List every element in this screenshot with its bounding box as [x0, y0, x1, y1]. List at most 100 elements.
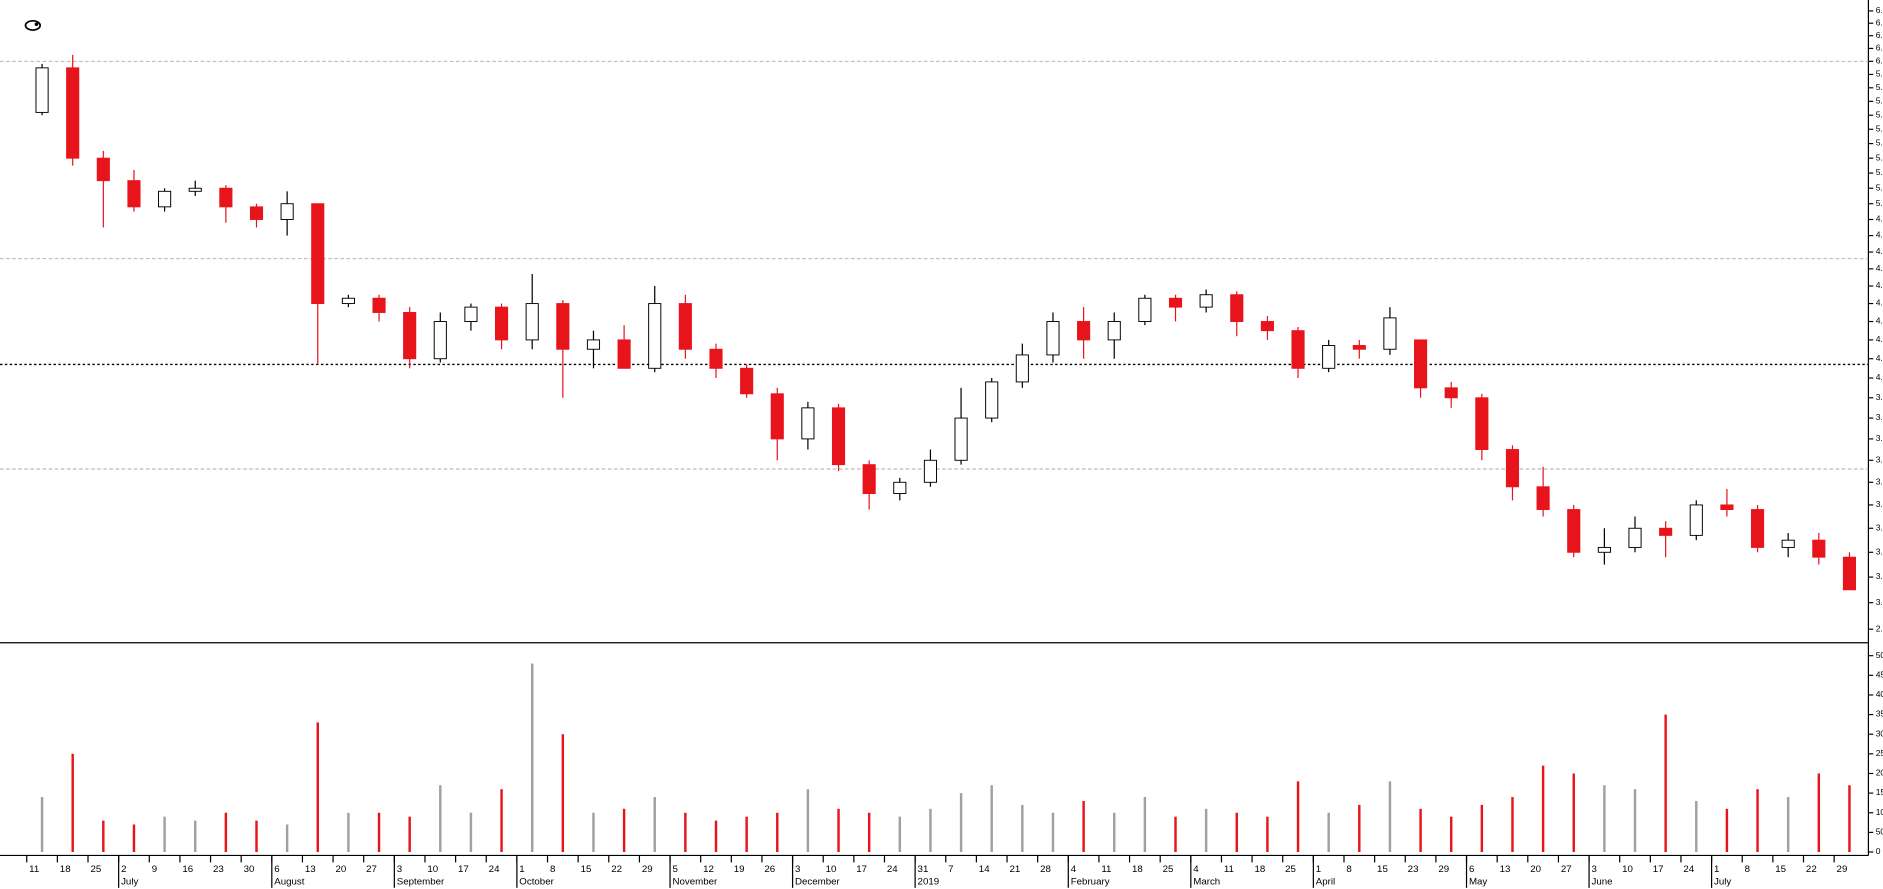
- volume-bar: [959, 793, 963, 853]
- y-tick-label: 5.2: [1876, 167, 1883, 177]
- volume-tick-label: 40000: [1876, 689, 1883, 699]
- volume-bar: [776, 812, 779, 853]
- x-tick-label: 5: [672, 864, 677, 875]
- y-tick-label: 6.1: [1876, 43, 1883, 53]
- volume-bar: [929, 808, 932, 853]
- candle-body: [648, 303, 662, 369]
- volume-bar: [255, 820, 258, 853]
- x-tick-label: 13: [305, 864, 316, 875]
- candle-body: [954, 417, 968, 461]
- x-tick-label: 24: [1683, 864, 1694, 875]
- x-tick-label: 3: [795, 864, 800, 875]
- candle-body: [280, 203, 294, 220]
- volume-bar: [684, 812, 687, 853]
- candle-body: [617, 339, 631, 369]
- y-tick-label: 4.6: [1876, 263, 1883, 273]
- month-label: 2019: [918, 877, 940, 888]
- candle-body: [1168, 297, 1183, 308]
- volume-tick-label: 25000: [1876, 748, 1883, 758]
- x-tick-label: 26: [764, 864, 775, 875]
- y-tick-label: 4.5: [1876, 280, 1883, 290]
- volume-tick-label: 20000: [1876, 768, 1883, 778]
- x-tick-label: 6: [274, 864, 279, 875]
- volume-bar: [1266, 816, 1269, 853]
- volume-bar: [561, 734, 565, 853]
- x-tick-label: 20: [336, 864, 347, 875]
- x-tick-label: 9: [152, 864, 157, 875]
- month-label: April: [1316, 877, 1335, 888]
- x-tick-label: 24: [887, 864, 898, 875]
- y-tick-label: 5.8: [1876, 82, 1883, 92]
- volume-bar: [714, 820, 718, 853]
- candle-body: [1046, 321, 1060, 356]
- x-tick-label: 11: [1224, 864, 1234, 875]
- x-tick-label: 17: [458, 864, 469, 875]
- volume-bar: [1327, 812, 1330, 853]
- candle-body: [770, 393, 784, 440]
- x-tick-label: 3: [397, 864, 402, 875]
- volume-tick-label: 15000: [1876, 787, 1883, 797]
- volume-bar: [224, 812, 228, 853]
- y-tick-label: 4.2: [1876, 334, 1883, 344]
- x-tick-label: 18: [1255, 864, 1266, 875]
- candle-body: [1352, 345, 1366, 350]
- volume-bar: [867, 812, 871, 853]
- x-tick-label: 8: [1346, 864, 1351, 875]
- volume-bar: [316, 722, 319, 853]
- x-tick-label: 8: [1745, 864, 1750, 875]
- x-tick-label: 4: [1193, 864, 1198, 875]
- month-label: September: [397, 877, 444, 888]
- volume-bar: [347, 812, 350, 853]
- y-tick-label: 3.4: [1876, 499, 1883, 509]
- candle-body: [1628, 527, 1642, 548]
- x-tick-label: 10: [427, 864, 438, 875]
- candle-body: [709, 348, 723, 369]
- y-tick-label: 3.0: [1876, 597, 1883, 607]
- x-tick-label: 11: [1101, 864, 1111, 875]
- volume-bar: [469, 812, 473, 853]
- month-label: June: [1591, 877, 1612, 888]
- y-tick-label: 3.7: [1876, 433, 1883, 443]
- month-label: December: [795, 877, 840, 888]
- volume-bar: [1021, 804, 1024, 853]
- volume-tick-label: 45000: [1876, 670, 1883, 680]
- y-tick-label: 3.5: [1876, 477, 1883, 487]
- volume-bar: [837, 808, 840, 853]
- y-tick-label: 6.2: [1876, 30, 1883, 40]
- volume-bar: [1143, 797, 1147, 853]
- x-tick-label: 1: [1316, 864, 1321, 875]
- volume-bar: [439, 785, 442, 853]
- x-tick-label: 29: [1438, 864, 1449, 875]
- candle-body: [1750, 509, 1765, 548]
- month-label: July: [1714, 877, 1732, 888]
- volume-bar: [1082, 800, 1085, 853]
- volume-bar: [990, 785, 993, 853]
- y-tick-label: 4.7: [1876, 246, 1883, 256]
- x-tick-label: 13: [1500, 864, 1511, 875]
- x-tick-label: 30: [244, 864, 255, 875]
- candle-body: [586, 339, 601, 350]
- candle-body: [35, 67, 49, 113]
- volume-bar: [1419, 808, 1422, 853]
- y-tick-label: 6.3: [1876, 18, 1883, 28]
- volume-bar: [1113, 812, 1116, 853]
- month-label: March: [1193, 877, 1220, 888]
- y-tick-label: 5.5: [1876, 124, 1883, 134]
- candle-body: [1107, 321, 1121, 341]
- y-tick-label: 3.2: [1876, 547, 1883, 557]
- x-tick-label: 1: [519, 864, 524, 875]
- x-tick-label: 29: [1837, 864, 1848, 875]
- candle-body: [1015, 354, 1029, 383]
- volume-bar: [653, 797, 656, 853]
- volume-bar: [132, 824, 136, 853]
- x-tick-label: 18: [60, 864, 71, 875]
- y-tick-label: 5.1: [1876, 183, 1883, 193]
- candle-body: [1291, 330, 1305, 369]
- candle-body: [1567, 509, 1581, 553]
- y-tick-label: 3.8: [1876, 412, 1883, 422]
- volume-bar: [1449, 816, 1453, 853]
- volume-bar: [1725, 808, 1729, 853]
- volume-bar: [1235, 812, 1238, 853]
